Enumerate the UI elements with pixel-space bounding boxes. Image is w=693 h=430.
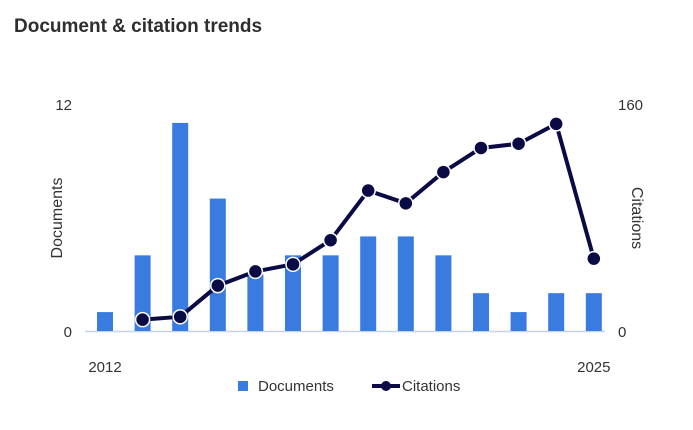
bar-2014	[172, 122, 189, 332]
bar-2023	[510, 312, 527, 331]
y-right-tick-min: 0	[618, 324, 626, 341]
x-tick-last: 2025	[577, 359, 610, 376]
bar-2021	[435, 255, 452, 331]
legend-documents-label: Documents	[258, 378, 334, 395]
citation-point-2015	[210, 277, 226, 294]
chart-title: Document & citation trends	[14, 16, 263, 37]
citation-point-2024	[548, 116, 564, 132]
citation-point-2021	[435, 164, 452, 180]
citation-point-2018	[322, 232, 339, 248]
bar-2016	[247, 274, 264, 331]
y-left-label: Documents	[49, 178, 66, 259]
citation-point-2013	[134, 311, 151, 328]
bar-2013	[134, 255, 151, 331]
citation-point-2025	[586, 250, 602, 267]
bar-2018	[322, 255, 339, 331]
legend-citations-marker	[381, 381, 391, 391]
citation-point-2019	[360, 182, 376, 199]
citation-point-2014	[172, 309, 188, 325]
x-tick-first: 2012	[88, 359, 121, 376]
bar-2022	[473, 293, 489, 331]
bar-2020	[397, 236, 414, 331]
bar-2012	[97, 312, 113, 331]
citation-point-2022	[473, 140, 489, 156]
bar-2025	[585, 293, 602, 331]
bar-2019	[360, 236, 377, 331]
y-right-tick-max: 160	[618, 97, 643, 114]
y-right-label: Citations	[628, 187, 645, 249]
citation-point-2016	[247, 263, 264, 280]
bar-2015	[209, 198, 226, 331]
citation-point-2020	[398, 195, 414, 212]
bar-2017	[285, 255, 301, 331]
y-left-tick-min: 0	[64, 324, 72, 341]
legend-documents-swatch	[238, 381, 248, 391]
citation-point-2023	[510, 135, 527, 152]
bar-2024	[548, 293, 565, 331]
y-left-tick-max: 12	[55, 97, 72, 114]
legend-citations-label: Citations	[402, 378, 460, 395]
citation-point-2017	[285, 256, 301, 273]
